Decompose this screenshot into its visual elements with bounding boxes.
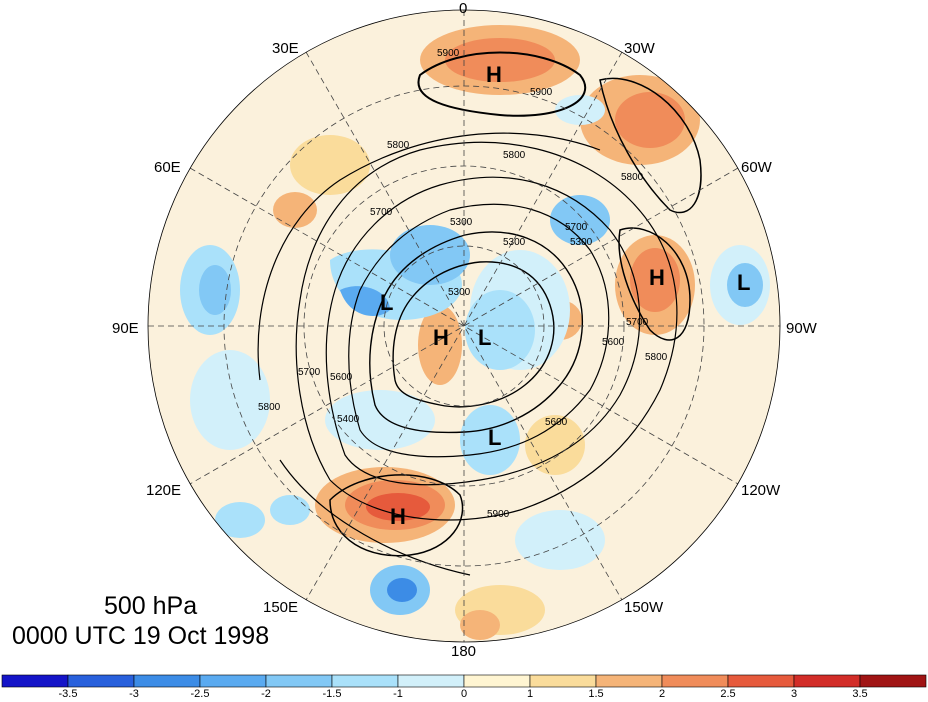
longitude-label-180: 180	[451, 643, 477, 660]
map-border	[147, 9, 781, 643]
contour-label: 5800	[503, 150, 526, 161]
pressure-center-letter: H	[486, 62, 502, 87]
height-contours	[257, 51, 702, 576]
colorbar-tick-label: -2.5	[190, 688, 210, 700]
pressure-center-letter: L	[737, 270, 750, 295]
colorbar	[1, 674, 927, 688]
cool-anomaly-east-asia	[460, 405, 520, 475]
pressure-centers: H H L H L L L H	[380, 62, 750, 529]
longitude-label-60e: 60E	[154, 159, 181, 176]
contour-label: 5600	[545, 417, 568, 428]
pressure-center-letter: L	[380, 290, 393, 315]
contour-label: 5800	[387, 140, 410, 151]
colorbar-tick-label: 1	[526, 688, 534, 700]
colorbar-swatch	[265, 674, 333, 688]
contour-label: 5300	[503, 237, 526, 248]
colorbar-swatch	[397, 674, 465, 688]
longitude-label-30e: 30E	[272, 40, 299, 57]
colorbar-tick-label: 3.5	[852, 688, 868, 700]
longitude-label-120w: 120W	[741, 482, 781, 499]
contour-label: 5300	[448, 287, 471, 298]
longitude-label-150e: 150E	[263, 599, 299, 616]
longitude-label-120e: 120E	[146, 482, 182, 499]
colorbar-swatch	[463, 674, 531, 688]
longitude-label-150w: 150W	[624, 599, 664, 616]
colorbar-tick-label: -2	[261, 688, 271, 700]
contour-label: 5800	[258, 402, 281, 413]
colorbar-swatch	[529, 674, 597, 688]
contour-label: 5800	[645, 352, 668, 363]
pressure-center-letter: H	[390, 504, 406, 529]
contour-label: 5900	[437, 48, 460, 59]
colorbar-tick-label: -1	[393, 688, 403, 700]
longitude-label-60w: 60W	[741, 159, 772, 176]
contour-label: 5400	[337, 414, 360, 425]
colorbar-tick-label: -3.5	[58, 688, 78, 700]
colorbar-swatch	[793, 674, 861, 688]
pressure-center-letter: L	[478, 325, 491, 350]
longitude-label-90e: 90E	[112, 320, 139, 337]
contour-label: 5800	[621, 172, 644, 183]
contour-label: 5600	[602, 337, 625, 348]
contour-label: 5600	[330, 372, 353, 383]
colorbar-swatch	[859, 674, 927, 688]
colorbar-tick-label: 3	[790, 688, 798, 700]
colorbar-tick-label: 2.5	[720, 688, 736, 700]
colorbar-swatch	[199, 674, 267, 688]
map-title-time: 0000 UTC 19 Oct 1998	[12, 622, 270, 650]
colorbar-swatch	[595, 674, 663, 688]
contour-label: 5900	[487, 509, 510, 520]
pressure-center-letter: L	[488, 425, 501, 450]
contour-label: 5700	[370, 207, 393, 218]
colorbar-swatch	[1, 674, 69, 688]
colorbar-tick-label: 2	[658, 688, 666, 700]
pressure-center-letter: H	[433, 325, 449, 350]
colorbar-swatch	[331, 674, 399, 688]
colorbar-swatch	[661, 674, 729, 688]
contour-label: 5700	[298, 367, 321, 378]
graticule	[148, 10, 780, 642]
colorbar-tick-label: -3	[129, 688, 139, 700]
colorbar-tick-label: -1.5	[322, 688, 342, 700]
colorbar-tick-label: 1.5	[588, 688, 604, 700]
longitude-label-90w: 90W	[786, 320, 817, 337]
contour-label: 5300	[570, 237, 593, 248]
colorbar-tick-label: 0	[460, 688, 468, 700]
longitude-label-0: 0	[459, 0, 468, 17]
colorbar-swatch	[67, 674, 135, 688]
colorbar-swatch	[727, 674, 795, 688]
map-title-level: 500 hPa	[104, 592, 198, 620]
contour-label: 5900	[530, 87, 553, 98]
warm-anomaly-siberia	[418, 305, 462, 385]
colorbar-swatch	[133, 674, 201, 688]
contour-labels: 5900 5900 5800 5800 5700 5300 5300 5300 …	[258, 48, 668, 520]
contour-label: 5700	[565, 222, 588, 233]
cool-anomaly-labrador	[550, 195, 610, 245]
longitude-label-30w: 30W	[624, 40, 655, 57]
contour-label: 5300	[450, 217, 473, 228]
pressure-center-letter: H	[649, 265, 665, 290]
contour-label: 5700	[626, 317, 649, 328]
